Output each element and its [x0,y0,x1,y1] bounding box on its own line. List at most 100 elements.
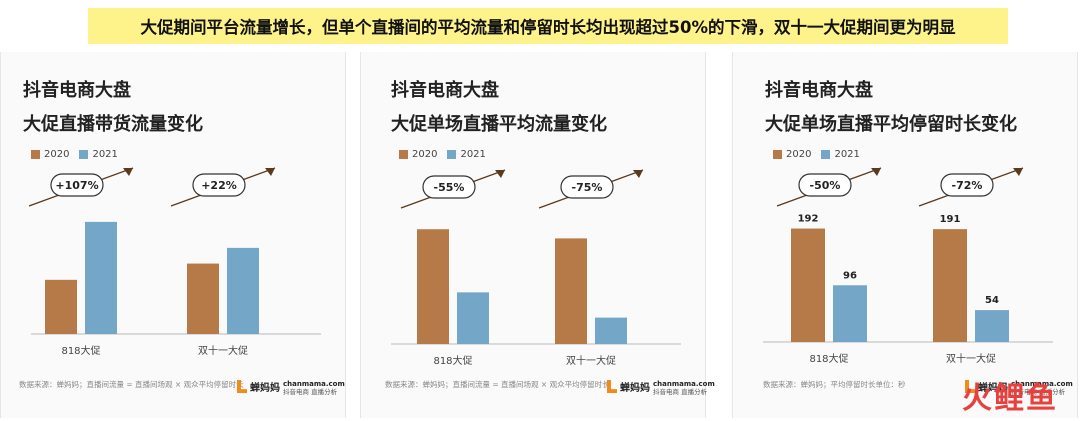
logo-text: 蝉妈妈 [620,383,650,394]
legend-label-2020: 2020 [44,149,70,160]
panel-title-line2: 大促单场直播平均停留时长变化 [765,114,1017,135]
legend-item-2021: 2021 [79,149,118,160]
data-label-2020-1: 191 [940,214,961,225]
site-info: chanmama.com 抖音电商 直播分析 [283,380,345,396]
source-note: 数据来源：蝉妈妈；平均停留时长单位：秒 [763,380,906,389]
bar-2020-0 [791,228,825,342]
bar-2021-0 [85,221,117,334]
site-info: chanmama.com 抖音电商 直播分析 [1011,380,1073,396]
trend-arrow-head-icon [871,168,881,176]
change-annotation-1: +22% [170,167,276,207]
bar-2021-1 [227,247,259,334]
trend-arrow-head-icon [265,168,275,176]
annotation-text: +22% [201,179,237,192]
legend-label-2021: 2021 [460,149,486,160]
chart-panel-overall-traffic: 抖音电商大盘 大促直播带货流量变化 2020 2021 818大促 +107% 双十… [0,52,346,418]
annotation-text: -55% [434,181,465,194]
category-label-1: 双十一大促 [946,352,996,365]
site-sub: 抖音电商 直播分析 [1011,388,1066,396]
bar-2020-0 [417,229,449,344]
source-note: 数据来源：蝉妈妈；直播间流量 = 直播间场观 × 观众平均停留时长 [385,380,610,389]
legend-swatch-2021 [447,150,457,159]
change-annotation-1: -75% [538,169,644,209]
annotation-pill [560,175,614,199]
bar-2021-0 [833,285,867,342]
bar-2020-0 [45,279,77,334]
data-label-2020-0: 192 [798,214,819,225]
annotation-text: -75% [572,181,603,194]
bar-2020-1 [187,263,219,334]
bar-2021-1 [975,310,1009,342]
bar-2021-0 [457,292,489,344]
legend-label-2020: 2020 [786,149,812,160]
annotation-pill [192,173,246,197]
site-sub: 抖音电商 直播分析 [283,388,338,396]
legend-label-2021: 2021 [92,149,118,160]
chanmama-logo-icon [237,380,247,393]
legend-swatch-2020 [773,150,782,159]
bar-chart-svg: 818大促 +107% 双十一大促 +22% [28,167,321,357]
annotation-text: -72% [952,179,983,192]
site-name: chanmama.com [653,380,715,388]
category-label-0: 818大促 [433,354,472,367]
bar-chart-svg: 192 96 818大促 -50% 191 54 双十一大促 -72% [763,167,1053,365]
bar-2020-1 [933,229,967,342]
trend-arrow-head-icon [495,170,505,178]
legend-item-2021: 2021 [447,149,486,160]
legend-label-2021: 2021 [834,149,860,160]
panel-title-line1: 抖音电商大盘 [391,80,499,101]
change-annotation-0: -55% [400,169,506,209]
site-sub: 抖音电商 直播分析 [653,388,708,396]
annotation-pill [50,173,104,197]
data-label-2021-0: 96 [843,270,857,281]
category-label-1: 双十一大促 [566,354,616,367]
annotation-pill [798,173,852,197]
trend-arrow-head-icon [1013,168,1023,176]
logo-text: 蝉妈妈 [250,383,280,394]
annotation-text: -50% [810,179,841,192]
panel-title-line2: 大促直播带货流量变化 [23,114,203,135]
category-label-0: 818大促 [809,352,848,365]
legend-label-2020: 2020 [412,149,438,160]
site-info: chanmama.com 抖音电商 直播分析 [653,380,715,396]
brand-watermark: 火鲤鱼 [962,381,1058,416]
bar-chart-svg: 818大促 -55% 双十一大促 -75% [391,169,681,367]
site-name: chanmama.com [283,380,345,388]
chanmama-logo: 蝉妈妈 [607,379,650,394]
change-annotation-1: -72% [918,167,1024,207]
chart-panel-avg-traffic: 抖音电商大盘 大促单场直播平均流量变化 2020 2021 818大促 -55% 双… [360,52,715,418]
legend-swatch-2021 [79,150,89,159]
change-annotation-0: +107% [28,167,134,207]
source-note: 数据来源：蝉妈妈；直播间流量 = 直播间场观 × 观众平均停留时长 [19,380,244,389]
headline-banner: 大促期间平台流量增长，但单个直播间的平均流量和停留时长均出现超过50%的下滑，双… [88,8,1008,44]
panel-title-line2: 大促单场直播平均流量变化 [391,114,607,135]
chart-legend: 2020 2021 [31,149,118,160]
chart-legend: 2020 2021 [773,149,860,160]
bar-2021-1 [595,317,627,344]
data-label-2021-1: 54 [985,295,999,306]
change-annotation-0: -50% [776,167,882,207]
legend-swatch-2020 [31,150,40,159]
panel-title-line1: 抖音电商大盘 [23,80,131,101]
legend-item-2020: 2020 [31,149,69,160]
chanmama-logo: 蝉妈妈 [965,379,1008,394]
trend-arrow-head-icon [123,168,133,176]
chanmama-logo: 蝉妈妈 [237,379,280,394]
annotation-pill [422,175,476,199]
logo-text: 蝉妈妈 [978,383,1008,394]
category-label-0: 818大促 [61,344,100,357]
chart-panel-avg-stay: 抖音电商大盘 大促单场直播平均停留时长变化 2020 2021 192 96 818… [732,52,1078,418]
bar-2020-1 [555,238,587,344]
chanmama-logo-icon [607,380,617,393]
legend-item-2020: 2020 [773,149,811,160]
chart-legend: 2020 2021 [399,149,486,160]
headline-text: 大促期间平台流量增长，但单个直播间的平均流量和停留时长均出现超过50%的下滑，双… [140,18,956,37]
category-label-1: 双十一大促 [198,344,248,357]
annotation-text: +107% [55,179,98,192]
trend-arrow-head-icon [633,170,643,178]
panel-title-line1: 抖音电商大盘 [765,80,873,101]
site-name: chanmama.com [1011,380,1073,388]
legend-swatch-2021 [821,150,831,159]
legend-item-2020: 2020 [399,149,437,160]
legend-swatch-2020 [399,150,408,159]
